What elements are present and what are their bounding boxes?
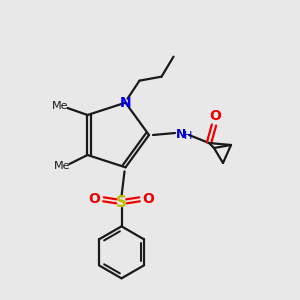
Text: N: N <box>120 96 131 110</box>
Text: O: O <box>88 192 101 206</box>
Text: N: N <box>176 128 186 140</box>
Text: Me: Me <box>54 161 71 171</box>
Text: H: H <box>184 131 192 141</box>
Text: S: S <box>116 195 127 210</box>
Text: Me: Me <box>52 101 69 111</box>
Text: O: O <box>209 109 221 123</box>
Text: O: O <box>142 192 154 206</box>
